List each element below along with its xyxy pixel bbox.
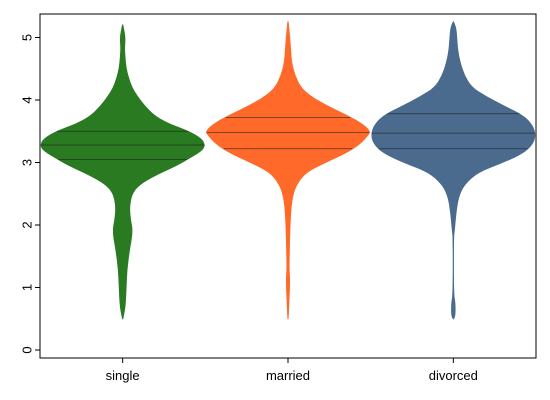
y-tick-label: 4 [20, 96, 35, 103]
y-tick-label: 0 [20, 346, 35, 353]
y-axis: 0 1 2 3 4 5 [20, 34, 40, 354]
x-tick-label: divorced [429, 368, 478, 383]
violin-body-single [40, 24, 205, 320]
violin-divorced [371, 21, 536, 320]
x-tick-label: single [106, 368, 140, 383]
violin-single [40, 24, 205, 320]
y-tick-label: 2 [20, 221, 35, 228]
violins-group [40, 21, 536, 320]
violin-married [206, 21, 370, 320]
y-tick-label: 1 [20, 284, 35, 291]
y-tick-label: 3 [20, 159, 35, 166]
x-tick-label: married [266, 368, 310, 383]
y-tick-label: 5 [20, 34, 35, 41]
violin-body-married [206, 21, 370, 320]
violin-body-divorced [371, 21, 536, 320]
x-axis: single married divorced [106, 358, 478, 383]
